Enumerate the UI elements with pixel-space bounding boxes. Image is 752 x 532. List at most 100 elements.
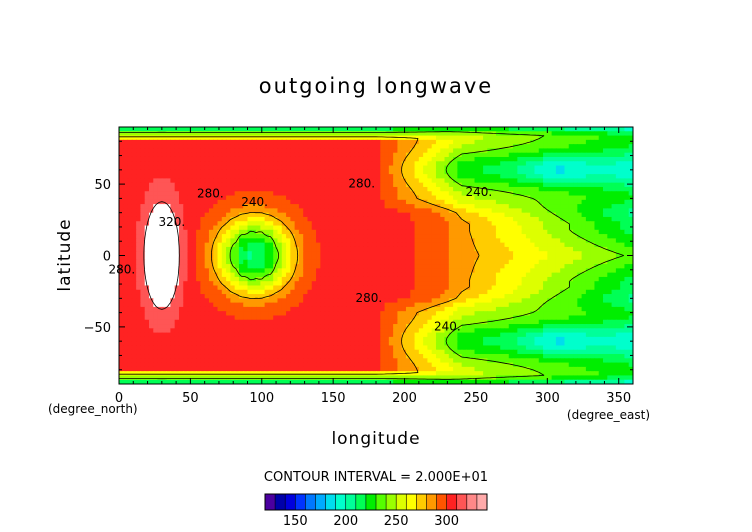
- field-cell: [487, 225, 493, 231]
- field-cell: [328, 182, 334, 188]
- field-cell: [594, 199, 600, 205]
- field-cell: [500, 165, 506, 171]
- field-cell: [555, 174, 561, 179]
- field-cell: [281, 229, 287, 235]
- field-cell: [534, 127, 540, 132]
- field-cell: [598, 255, 604, 261]
- field-cell: [200, 199, 206, 205]
- field-cell: [363, 199, 369, 205]
- field-cell: [307, 135, 313, 141]
- field-cell: [298, 148, 304, 154]
- field-cell: [376, 276, 381, 282]
- field-cell: [324, 246, 330, 252]
- field-cell: [461, 208, 467, 214]
- field-cell: [547, 281, 553, 287]
- field-cell: [487, 281, 493, 287]
- field-cell: [260, 255, 266, 261]
- field-cell: [234, 156, 240, 162]
- field-cell: [166, 259, 171, 265]
- field-cell: [208, 148, 214, 154]
- field-cell: [316, 238, 321, 244]
- field-cell: [435, 255, 441, 261]
- field-cell: [418, 139, 424, 145]
- field-cell: [221, 251, 227, 257]
- field-cell: [380, 195, 386, 201]
- field-cell: [230, 174, 236, 179]
- field-cell: [204, 216, 210, 222]
- field-cell: [530, 156, 536, 162]
- field-cell: [444, 259, 450, 265]
- field-cell: [568, 229, 574, 235]
- field-cell: [157, 182, 163, 188]
- field-cell: [500, 259, 506, 265]
- field-cell: [388, 294, 394, 299]
- field-cell: [500, 229, 506, 235]
- field-cell: [444, 178, 450, 184]
- field-cell: [256, 199, 261, 205]
- field-cell: [341, 212, 347, 218]
- field-cell: [256, 208, 261, 214]
- field-cell: [530, 148, 536, 154]
- field-cell: [243, 298, 249, 304]
- field-cell: [161, 152, 167, 158]
- field-cell: [573, 204, 578, 209]
- field-cell: [187, 165, 193, 171]
- field-cell: [260, 174, 266, 179]
- field-cell: [328, 225, 334, 231]
- field-cell: [534, 221, 540, 227]
- field-cell: [123, 234, 129, 239]
- field-cell: [273, 212, 279, 218]
- field-cell: [260, 195, 266, 201]
- field-cell: [144, 161, 150, 167]
- field-cell: [174, 221, 180, 227]
- field-cell: [513, 221, 518, 227]
- field-cell: [448, 285, 454, 291]
- field-cell: [230, 204, 236, 209]
- field-cell: [251, 127, 257, 132]
- field-cell: [290, 135, 296, 141]
- field-cell: [380, 259, 386, 265]
- field-cell: [191, 238, 197, 244]
- field-cell: [414, 302, 420, 308]
- field-cell: [603, 234, 608, 239]
- field-cell: [183, 289, 189, 295]
- field-cell: [530, 229, 536, 235]
- field-cell: [260, 169, 266, 175]
- field-cell: [423, 242, 428, 248]
- field-cell: [307, 225, 313, 231]
- field-cell: [577, 298, 583, 304]
- field-cell: [414, 289, 420, 295]
- field-cell: [260, 268, 266, 274]
- field-cell: [598, 298, 604, 304]
- field-cell: [431, 191, 437, 197]
- field-cell: [286, 204, 291, 209]
- field-cell: [136, 131, 142, 137]
- field-cell: [534, 182, 540, 188]
- field-cell: [350, 229, 356, 235]
- field-cell: [290, 281, 296, 287]
- field-cell: [585, 276, 591, 282]
- field-cell: [581, 238, 587, 244]
- field-cell: [286, 152, 291, 158]
- field-cell: [230, 212, 236, 218]
- field-cell: [560, 264, 566, 269]
- field-cell: [478, 135, 484, 141]
- field-cell: [298, 135, 304, 141]
- field-cell: [260, 276, 266, 282]
- field-cell: [384, 285, 390, 291]
- field-cell: [367, 148, 373, 154]
- field-cell: [444, 212, 450, 218]
- field-cell: [367, 208, 373, 214]
- field-cell: [277, 289, 283, 295]
- field-cell: [226, 242, 231, 248]
- field-cell: [260, 272, 266, 278]
- field-cell: [277, 135, 283, 141]
- field-cell: [298, 199, 304, 205]
- field-cell: [174, 229, 180, 235]
- field-cell: [311, 212, 317, 218]
- field-cell: [238, 178, 244, 184]
- field-cell: [590, 216, 596, 222]
- field-cell: [148, 195, 154, 201]
- field-cell: [384, 174, 390, 179]
- field-cell: [530, 161, 536, 167]
